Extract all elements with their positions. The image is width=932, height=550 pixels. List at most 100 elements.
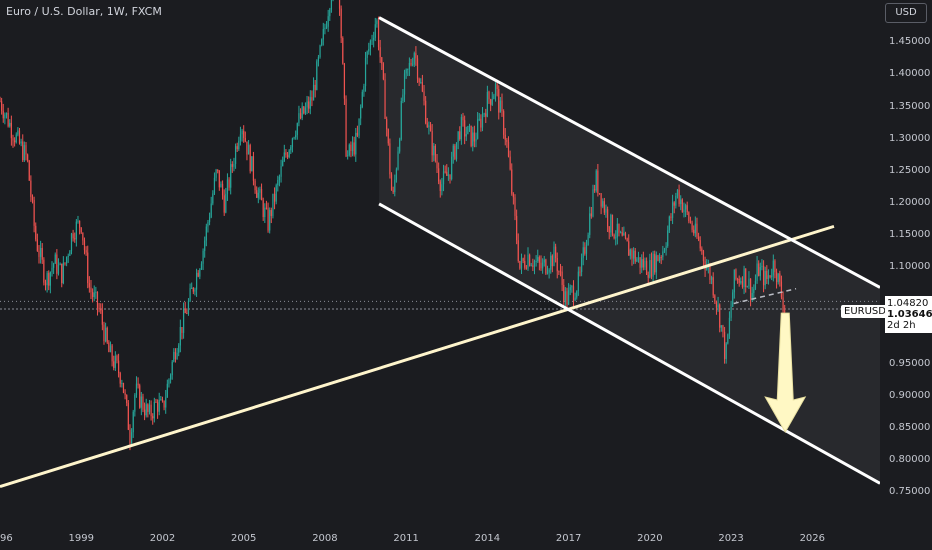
currency-button[interactable]: USD <box>885 3 927 23</box>
candle-body <box>472 132 474 146</box>
candle-body <box>51 267 53 273</box>
candle-body <box>173 351 175 362</box>
candle-body <box>715 301 718 308</box>
candle-body <box>459 131 461 140</box>
candle-body <box>655 255 657 273</box>
candle-body <box>602 201 604 207</box>
candle-body <box>321 39 323 46</box>
candle-body <box>499 100 501 113</box>
candle-body <box>478 118 480 120</box>
y-tick-label: 1.25000 <box>889 164 931 176</box>
candle-body <box>725 343 727 359</box>
candle-body <box>428 125 430 128</box>
candle-body <box>215 169 217 178</box>
candle-body <box>239 134 242 141</box>
candle-body <box>390 174 393 191</box>
candle-body <box>256 190 258 198</box>
prev-price-value: 1.04820 <box>887 298 929 309</box>
candle-body <box>563 284 565 303</box>
y-tick-label: 1.30000 <box>889 132 931 144</box>
candle-body <box>561 271 563 285</box>
candle-body <box>680 199 682 204</box>
candle-body <box>657 255 659 261</box>
candle-body <box>524 260 526 268</box>
candle-body <box>14 140 16 143</box>
bar-countdown: 2d 2h <box>887 320 916 331</box>
candle-body <box>134 394 136 412</box>
candle-body <box>569 287 571 291</box>
y-tick-label: 1.20000 <box>889 196 931 208</box>
candle-body <box>402 94 404 102</box>
candle-body <box>723 331 726 359</box>
candle-body <box>641 259 643 268</box>
candle-body <box>498 88 500 113</box>
candle-body <box>347 155 349 157</box>
candle-body <box>43 259 45 283</box>
candle-body <box>686 205 688 213</box>
candle-body <box>288 150 290 158</box>
x-tick-label: 2020 <box>637 533 663 544</box>
candle-body <box>204 240 206 251</box>
candle-body <box>70 233 73 252</box>
candle-body <box>176 352 178 360</box>
candle-body <box>231 164 233 167</box>
candle-body <box>117 360 120 374</box>
candle-body <box>501 100 503 112</box>
candle-body <box>759 267 761 276</box>
candle-body <box>7 112 9 127</box>
candle-body <box>719 304 721 328</box>
candle-body <box>122 382 125 393</box>
candle-body <box>186 313 188 315</box>
candle-body <box>538 257 540 263</box>
candle-body <box>400 101 402 140</box>
candle-body <box>143 409 146 416</box>
candle-body <box>446 171 448 176</box>
candle-body <box>546 272 549 274</box>
candle-body <box>228 179 230 188</box>
candle-body <box>147 404 149 412</box>
candle-body <box>373 37 375 41</box>
candle-body <box>647 274 649 278</box>
candle-body <box>387 129 389 144</box>
price-chart-plot[interactable] <box>0 0 880 520</box>
candle-body <box>382 63 385 80</box>
candle-body <box>2 110 4 119</box>
candle-body <box>607 209 609 227</box>
candle-body <box>254 180 256 191</box>
candle-body <box>537 257 539 261</box>
y-tick-label: 0.80000 <box>889 453 931 465</box>
candle-body <box>205 226 207 241</box>
candle-body <box>22 141 24 161</box>
candle-body <box>589 213 591 235</box>
candle-body <box>543 259 545 263</box>
candle-body <box>153 401 155 419</box>
x-tick-label: 2005 <box>230 533 257 544</box>
candle-body <box>286 154 289 158</box>
candle-body <box>620 232 622 234</box>
candle-body <box>644 260 646 268</box>
candle-body <box>0 101 1 103</box>
candle-body <box>693 229 695 234</box>
candle-body <box>160 399 162 401</box>
candle-body <box>165 397 167 408</box>
candle-body <box>675 195 677 206</box>
candle-body <box>618 223 620 233</box>
candle-body <box>658 257 661 261</box>
candle-body <box>41 247 43 260</box>
candle-body <box>351 142 354 151</box>
candle-body <box>605 209 607 213</box>
y-tick-label: 1.15000 <box>889 229 931 240</box>
candle-body <box>251 156 253 172</box>
candle-body <box>668 216 670 231</box>
candle-body <box>273 193 276 202</box>
candle-body <box>282 161 284 167</box>
candle-body <box>746 286 748 288</box>
candle-body <box>628 241 630 256</box>
candle-body <box>418 78 420 83</box>
candle-body <box>767 275 770 279</box>
candle-body <box>550 255 552 270</box>
candle-body <box>780 281 783 298</box>
candle-body <box>728 317 731 335</box>
candle-body <box>36 239 38 251</box>
candle-body <box>267 207 269 231</box>
